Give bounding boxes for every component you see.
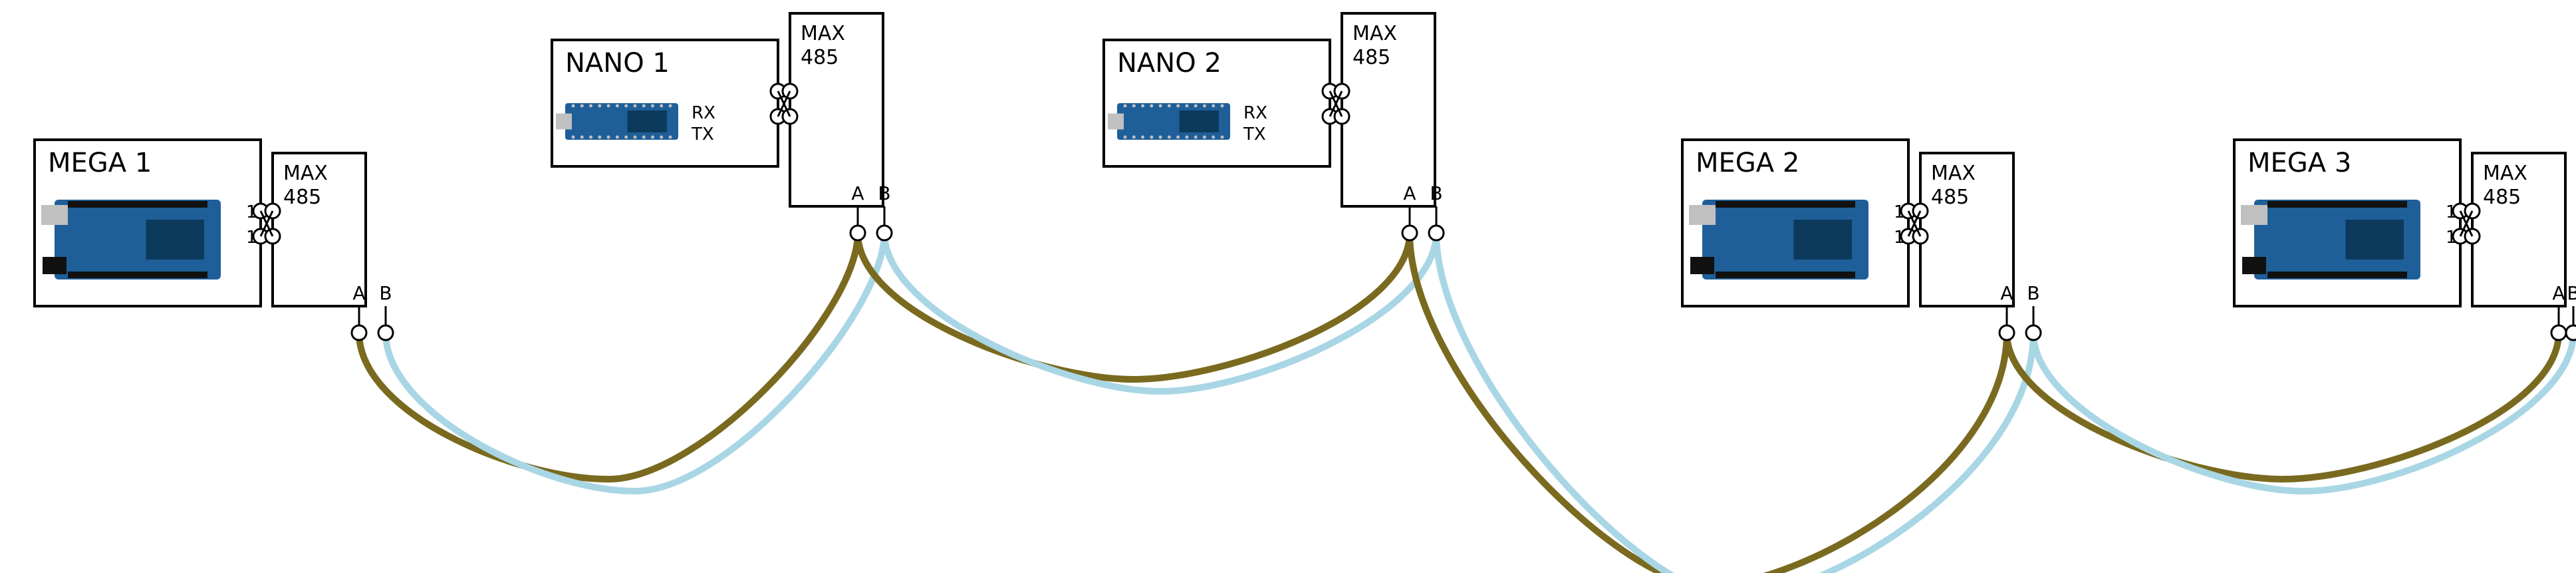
nano1-bus-pad-b xyxy=(877,226,892,240)
nano1-nano-icon xyxy=(556,103,678,140)
mega1-bus-pad-a xyxy=(352,325,366,340)
node-nano1: NANO 1 RXTX MAX485 AB xyxy=(552,13,892,240)
mega1-max485-label-1: 485 xyxy=(283,186,321,209)
mega3-max485-label-1: 485 xyxy=(2483,186,2521,209)
bus-wire-a-mega1-nano1 xyxy=(359,233,858,479)
nano1-max485-label-1: 485 xyxy=(801,46,838,69)
nano2-b-label: B xyxy=(1430,182,1442,204)
mega1-b-label: B xyxy=(379,282,392,304)
nano1-a-label: A xyxy=(851,182,864,204)
mega3-title: MEGA 3 xyxy=(2248,148,2351,178)
mega2-a-label: A xyxy=(2000,282,2013,304)
mega2-bus-pad-b xyxy=(2026,325,2041,340)
node-mega1: MEGA 111MAX485AB xyxy=(35,140,393,340)
mega1-mega-icon xyxy=(41,200,221,280)
nano2-max485-label-0: MAX xyxy=(1352,22,1397,45)
nano1-bus-pad-a xyxy=(850,226,865,240)
node-mega2: MEGA 211MAX485AB xyxy=(1682,140,2041,340)
nano2-a-label: A xyxy=(1403,182,1416,204)
nano2-pin-rx-label: RX xyxy=(1243,103,1267,123)
mega1-title: MEGA 1 xyxy=(48,148,152,178)
nano1-title: NANO 1 xyxy=(565,48,670,79)
bus-wire-a-nano1-nano2 xyxy=(858,233,1410,379)
mega3-mega-icon xyxy=(2241,200,2420,280)
mega3-b-label: B xyxy=(2567,282,2576,304)
nano1-b-label: B xyxy=(878,182,890,204)
nano2-pin-tx-label: TX xyxy=(1243,124,1266,144)
nano2-nano-icon xyxy=(1108,103,1230,140)
mega2-mega-icon xyxy=(1689,200,1868,280)
mega3-a-label: A xyxy=(2552,282,2565,304)
node-mega3: MEGA 311MAX485AB xyxy=(2234,140,2576,340)
mega2-max485-label-0: MAX xyxy=(1931,162,1976,185)
mega2-title: MEGA 2 xyxy=(1696,148,1799,178)
nano1-max485-label-0: MAX xyxy=(801,22,845,45)
mega2-max485-label-1: 485 xyxy=(1931,186,1969,209)
nano2-title: NANO 2 xyxy=(1117,48,1222,79)
mega3-bus-pad-b xyxy=(2566,325,2576,340)
bus-wire-b-mega1-nano1 xyxy=(386,233,884,491)
nodes-layer: MEGA 111MAX485ABNANO 1RXTXMAX485ABNANO 2… xyxy=(35,13,2576,340)
bus-wire-b-mega2-mega3 xyxy=(2033,333,2573,491)
bus-wire-a-mega2-mega3 xyxy=(2007,333,2559,479)
nano1-pin-rx-label: RX xyxy=(692,103,715,123)
nano2-max485-label-1: 485 xyxy=(1352,46,1390,69)
node-nano2: NANO 2 RXTX MAX485 AB xyxy=(1104,13,1444,240)
nano1-pin-tx-label: TX xyxy=(691,124,714,144)
mega1-max485-label-0: MAX xyxy=(283,162,328,185)
mega2-b-label: B xyxy=(2027,282,2039,304)
mega3-bus-pad-a xyxy=(2551,325,2566,340)
mega3-max485-label-0: MAX xyxy=(2483,162,2527,185)
nano2-bus-pad-a xyxy=(1402,226,1417,240)
mega1-a-label: A xyxy=(352,282,365,304)
mega2-bus-pad-a xyxy=(1999,325,2014,340)
nano2-bus-pad-b xyxy=(1429,226,1444,240)
mega1-bus-pad-b xyxy=(378,325,393,340)
rs485-bus-diagram: MEGA 111MAX485ABNANO 1RXTXMAX485ABNANO 2… xyxy=(0,0,2576,573)
